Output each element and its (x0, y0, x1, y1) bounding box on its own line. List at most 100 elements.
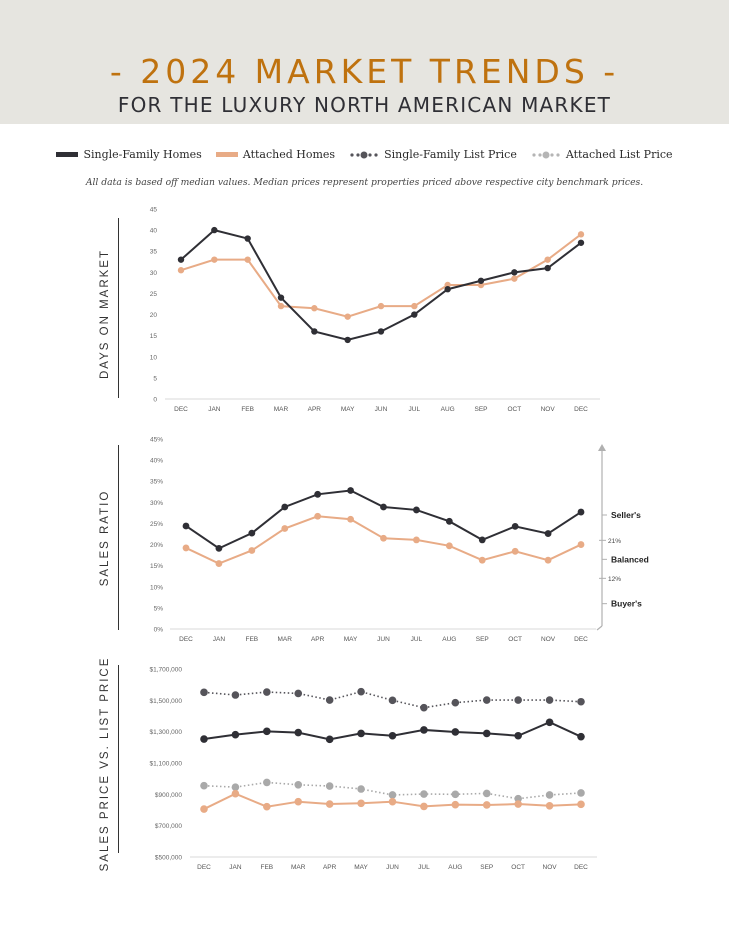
data-point (420, 703, 428, 712)
data-point (544, 556, 552, 564)
legend-label: Attached List Price (565, 148, 673, 161)
data-point (200, 688, 208, 697)
y-tick-label: $1,100,000 (149, 761, 182, 768)
x-tick-label: MAY (341, 406, 355, 413)
x-tick-label: JUL (411, 636, 423, 643)
x-tick-label: MAR (274, 406, 289, 413)
x-tick-label: FEB (241, 406, 254, 413)
data-point (577, 800, 585, 809)
data-point (478, 536, 486, 544)
y-tick-label: 25% (150, 521, 163, 528)
legend-item-attached: Attached Homes (215, 148, 335, 161)
y-tick-label: 20% (150, 542, 163, 549)
page-title: - 2024 MARKET TRENDS - (109, 52, 620, 91)
scale-foot (596, 625, 603, 631)
data-point (263, 727, 271, 736)
data-point (445, 517, 453, 525)
data-point (413, 536, 420, 544)
data-point (357, 687, 365, 696)
y-tick-label: 5 (153, 375, 157, 382)
y-tick-label: 10% (150, 584, 163, 591)
data-point (577, 732, 585, 741)
y-tick-label: $500,000 (155, 855, 182, 862)
x-tick-label: DEC (574, 864, 588, 871)
x-tick-label: DEC (197, 864, 211, 871)
data-point (420, 790, 428, 798)
data-point (377, 302, 385, 310)
zone-label: Buyer's (611, 599, 642, 609)
data-point (311, 328, 318, 335)
x-tick-label: JUL (409, 406, 421, 413)
data-point (544, 264, 551, 272)
data-point (314, 512, 322, 520)
data-point (325, 696, 334, 704)
data-point (344, 336, 351, 344)
y-tick-label: 20 (150, 312, 158, 319)
data-point (545, 718, 554, 727)
data-point (482, 696, 491, 704)
y-tick-label: 35 (150, 249, 158, 256)
data-point (511, 523, 519, 530)
y-tick-label: 30% (150, 500, 163, 507)
data-note: All data is based off median values. Med… (85, 177, 644, 188)
data-point (577, 231, 585, 238)
data-point (420, 802, 428, 811)
x-tick-label: JUL (418, 864, 430, 871)
arrow-up-icon (598, 444, 606, 451)
y-tick-label: 10 (150, 354, 158, 361)
data-point (200, 781, 208, 790)
data-point (294, 797, 303, 806)
legend-dotted-marker (350, 151, 378, 158)
y-tick-label: $900,000 (155, 792, 182, 799)
data-point (314, 490, 322, 498)
data-point (511, 547, 519, 555)
legend-label: Single-Family Homes (83, 148, 202, 161)
data-point (451, 800, 460, 809)
data-point (248, 547, 256, 554)
x-tick-label: AUG (442, 636, 456, 643)
data-point (545, 696, 554, 704)
x-tick-label: DEC (174, 406, 188, 413)
y-tick-label: $1,500,000 (149, 698, 182, 705)
data-point (177, 267, 185, 274)
chart-1: 0% 5% 10% 15% 20% 25% 30% 35% 40% 45% DEC JAN FEB MAR… (150, 437, 649, 644)
x-tick-label: AUG (441, 406, 455, 413)
y-tick-label: 35% (150, 479, 163, 486)
x-tick-label: OCT (508, 636, 522, 643)
zone-label: Seller's (611, 510, 641, 520)
data-point (577, 239, 585, 246)
data-point (388, 791, 397, 799)
data-point (277, 302, 285, 310)
x-tick-label: DEC (574, 636, 588, 643)
legend-dotted-marker (532, 151, 560, 158)
data-point (482, 789, 491, 798)
x-tick-label: APR (311, 636, 325, 643)
data-point (200, 805, 208, 813)
x-tick-label: JUN (386, 864, 399, 871)
data-point (281, 503, 289, 511)
legend-swatch (56, 152, 79, 157)
x-tick-label: JUN (377, 636, 390, 643)
data-point (231, 730, 240, 739)
x-tick-label: SEP (476, 636, 489, 643)
data-point (514, 696, 522, 704)
data-point (514, 731, 522, 740)
x-tick-label: OCT (511, 864, 525, 871)
data-point (544, 530, 552, 537)
data-point (294, 780, 303, 789)
x-tick-label: FEB (261, 864, 274, 871)
data-point (514, 800, 522, 808)
y-tick-label: 0 (153, 397, 157, 404)
zone-label: Balanced (611, 554, 649, 564)
data-point (478, 556, 486, 564)
legend-swatch (215, 152, 238, 157)
data-point (357, 785, 365, 793)
data-point (263, 778, 271, 787)
data-point (177, 256, 185, 263)
data-point (294, 728, 303, 737)
legend-item-sf-list: Single-Family List Price (349, 148, 517, 161)
x-tick-label: OCT (507, 406, 521, 413)
y-tick-label: 40 (150, 228, 158, 235)
data-point (215, 560, 223, 567)
